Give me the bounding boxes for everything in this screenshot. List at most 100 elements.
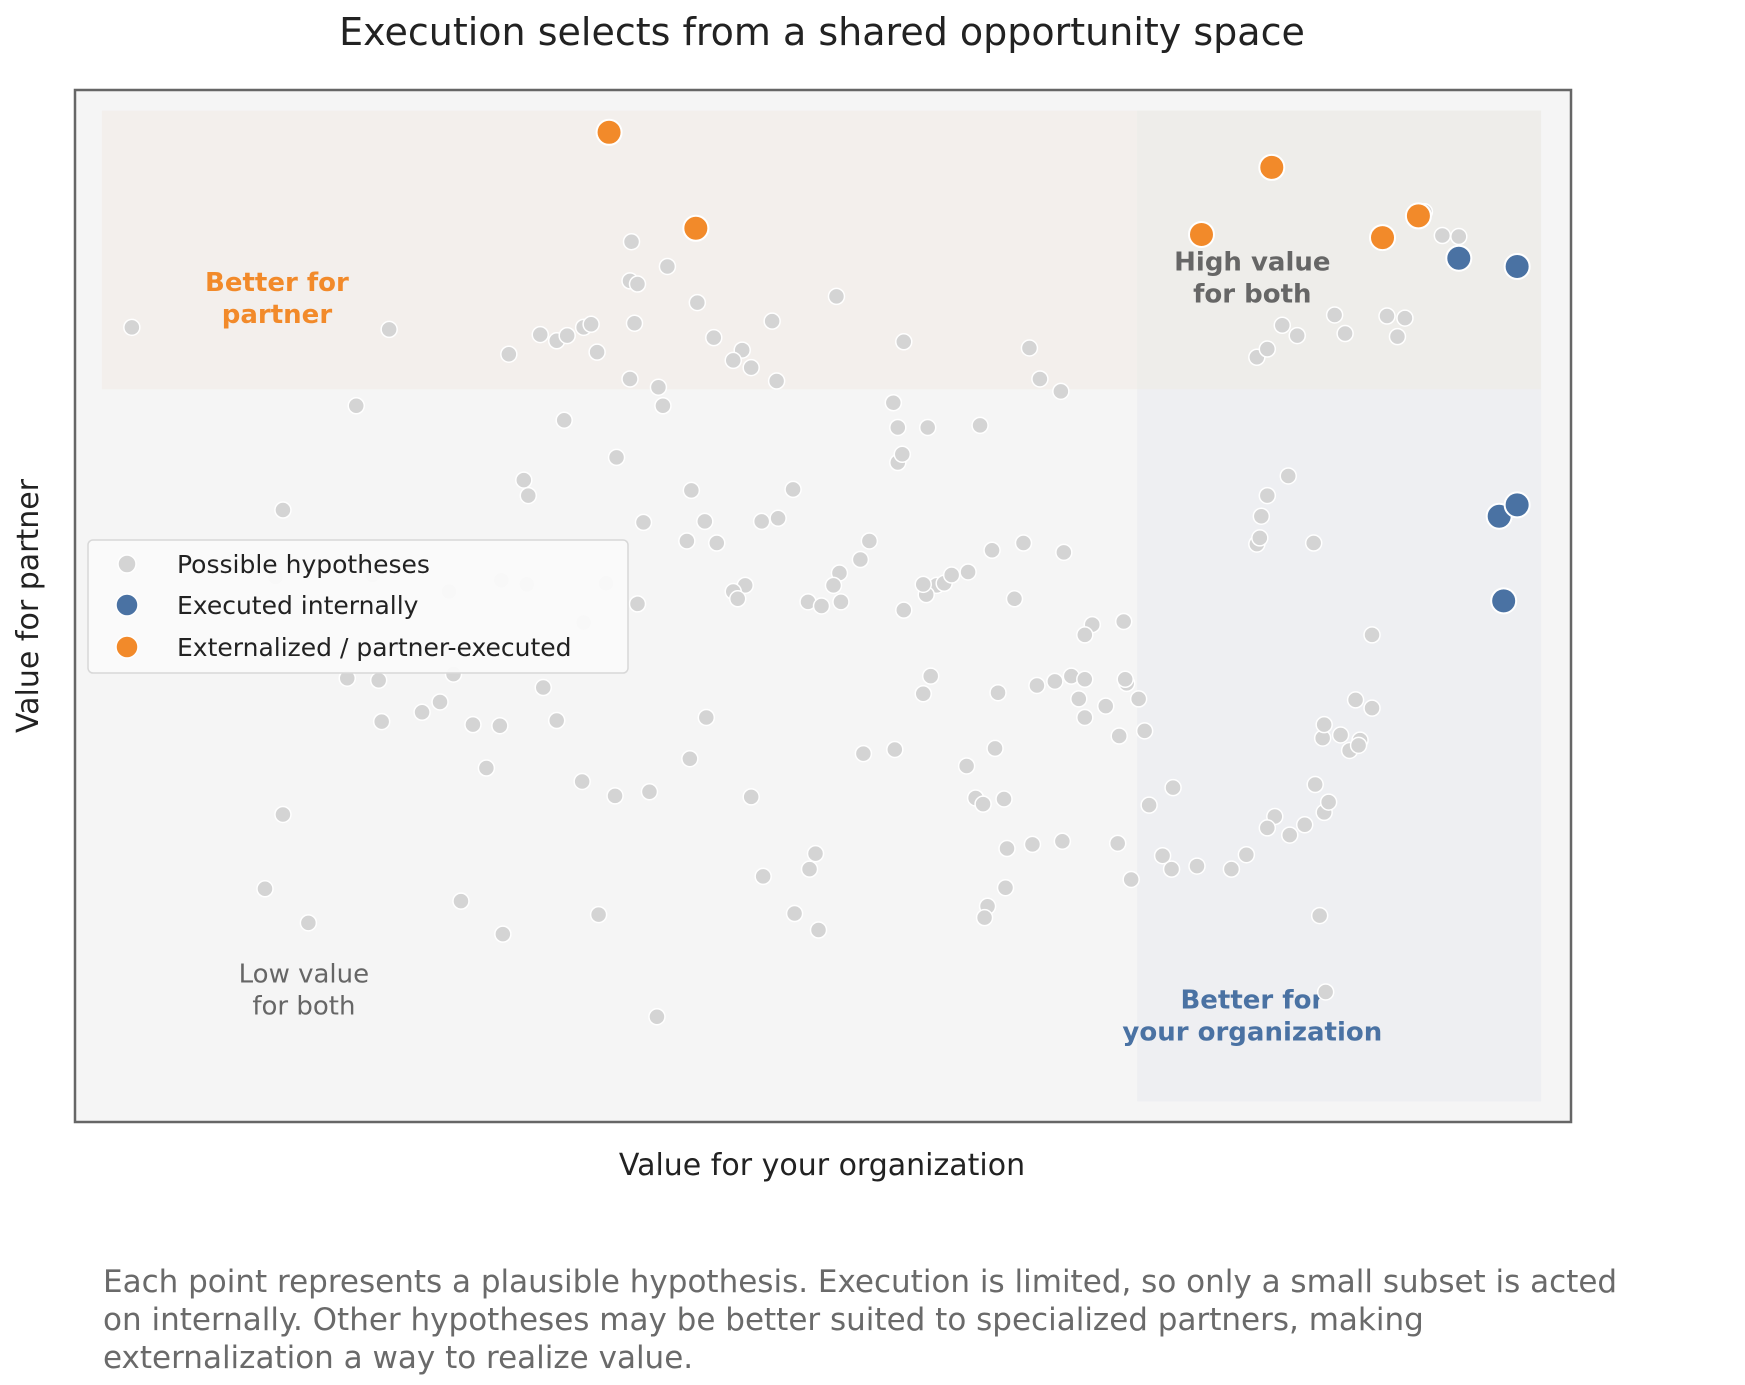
point-possible [1304,534,1323,552]
point-possible [824,576,843,595]
point-possible [515,471,533,489]
point-possible [812,597,831,615]
point-possible [742,358,760,377]
x-axis-label: Value for your organization [619,1148,1025,1183]
legend-label-possible: Possible hypotheses [177,550,430,579]
point-possible [1433,226,1452,245]
point-possible [889,418,907,437]
legend: Possible hypotheses Executed internally … [87,539,629,674]
point-possible [854,744,873,763]
point-possible [983,541,1001,560]
region-label-low: Low value for both [239,960,369,1022]
point-possible [640,783,659,801]
point-possible [697,708,716,727]
point-possible [531,325,550,344]
region-both [1137,110,1542,390]
point-possible [895,333,913,351]
point-possible [1319,793,1338,811]
point-possible [986,739,1004,758]
point-possible [1281,826,1299,844]
point-possible [1258,340,1277,358]
point-possible [682,481,701,500]
point-possible [1273,316,1292,335]
point-possible [1295,816,1314,834]
point-possible [1188,857,1206,875]
plot-frame [73,88,1573,1124]
point-possible [494,925,512,943]
point-possible [1237,845,1256,864]
point-external [1404,202,1432,230]
point-possible [921,667,940,685]
point-possible [256,880,274,898]
legend-marker-internal [115,593,139,617]
point-possible [1076,626,1094,644]
point-possible [622,232,641,251]
point-possible [705,328,723,347]
point-possible [649,378,668,396]
point-possible [519,486,538,505]
point-possible [1028,676,1046,695]
point-possible [299,914,318,932]
point-possible [452,892,470,910]
point-possible [996,878,1015,897]
point-possible [1076,708,1094,727]
point-possible [625,314,644,332]
point-possible [1052,382,1070,401]
point-possible [1258,486,1277,505]
legend-label-external: Externalized / partner-executed [177,633,572,662]
point-possible [1252,507,1271,525]
point-possible [477,759,496,777]
point-possible [558,326,576,345]
point-possible [754,867,772,886]
point-possible [628,275,647,293]
point-internal [1503,252,1531,280]
point-possible [884,393,903,412]
point-possible [1363,626,1381,644]
point-possible [959,563,977,581]
caption-line: on internally. Other hypotheses may be b… [103,1302,1424,1338]
point-possible [1346,691,1365,709]
point-possible [1315,715,1333,734]
plot-area: Better for partner High value for both Bette… [73,88,1573,1124]
point-possible [785,904,804,923]
point-possible [827,287,846,306]
data-points [123,118,1531,1026]
point-possible [1331,726,1350,744]
point-possible [832,593,850,611]
point-internal [1503,491,1531,519]
point-possible [1014,534,1033,552]
point-possible [369,671,388,690]
point-possible [708,534,726,552]
point-possible [123,318,141,337]
point-internal [1490,587,1518,615]
point-possible [347,397,365,415]
point-possible [372,712,391,731]
region-labels: Better for partner High value for both Bette… [205,248,1382,1048]
legend-marker-possible [117,554,137,574]
point-external [595,118,623,146]
point-possible [464,715,482,734]
point-possible [681,749,699,768]
point-possible [806,844,825,863]
point-possible [589,905,608,924]
point-possible [895,601,913,619]
point-possible [658,257,677,276]
point-possible [851,550,870,569]
y-axis-label: Value for partner [11,478,46,733]
point-possible [1110,727,1128,745]
point-possible [588,343,606,361]
point-possible [1306,775,1324,794]
figure-caption: Each point represents a plausible hypoth… [103,1263,1743,1377]
point-possible [942,566,961,584]
caption-line: externalization a way to realize value. [103,1340,694,1376]
caption-line: Each point represents a plausible hypoth… [103,1264,1618,1300]
point-possible [1053,832,1072,851]
point-possible [995,790,1013,808]
point-possible [728,590,747,608]
point-possible [678,532,696,550]
point-possible [975,908,994,927]
point-possible [534,678,552,697]
point-possible [1222,860,1241,878]
point-internal [1445,244,1473,272]
point-possible [1046,672,1064,691]
